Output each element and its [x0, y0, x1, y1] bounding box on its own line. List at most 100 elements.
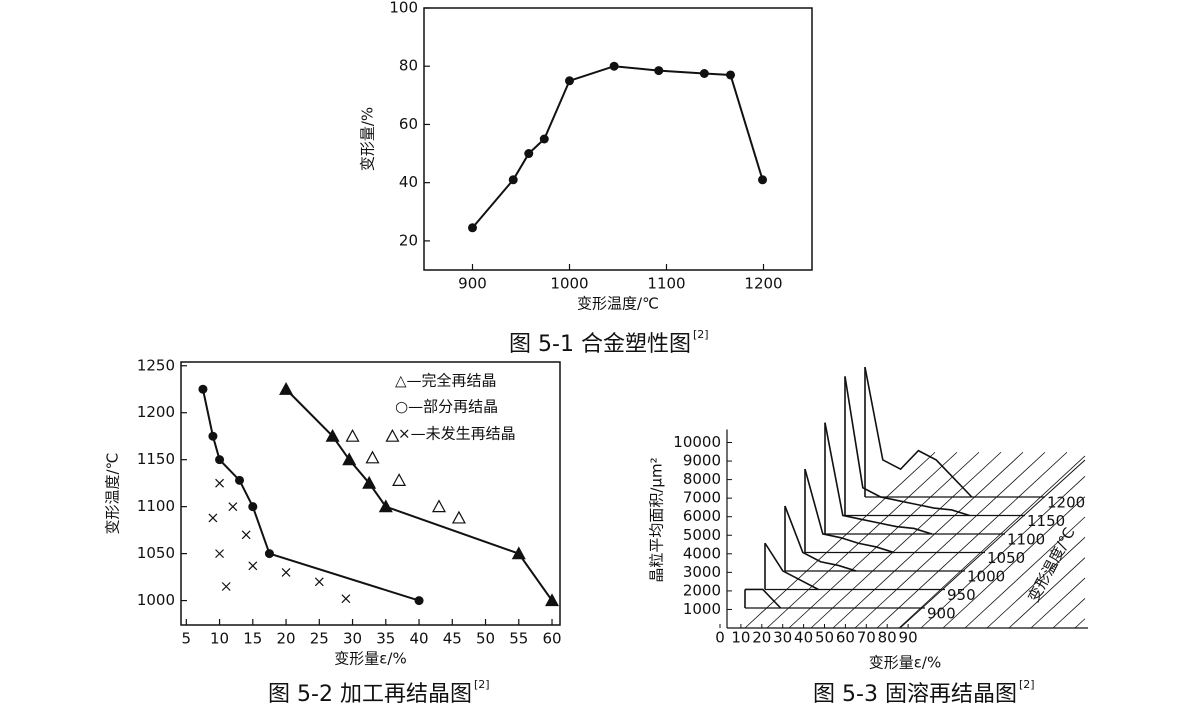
- series-label: 1200: [1047, 494, 1085, 512]
- legend-entry: ○—部分再结晶: [395, 398, 498, 416]
- y-axis-label: 变形温度/℃: [104, 453, 122, 535]
- series-label: 900: [927, 605, 956, 623]
- point: [385, 428, 400, 442]
- data-line: [201, 389, 420, 602]
- profile: [784, 505, 857, 572]
- y-tick-label: 3000: [683, 563, 721, 581]
- y-tick-label: 1250: [137, 356, 175, 374]
- floor-hatch: [766, 451, 958, 629]
- floor-hatch: [876, 451, 1068, 629]
- point: [208, 513, 218, 523]
- x-tick-label: 1000: [550, 275, 588, 293]
- floor-hatch: [920, 476, 1086, 629]
- x-tick-label: 30: [773, 629, 792, 647]
- data-line: [471, 65, 764, 229]
- floor-hatch: [810, 451, 1002, 629]
- x-tick-label: 5: [182, 630, 192, 648]
- point: [451, 510, 466, 524]
- point: [279, 381, 294, 395]
- floor-hatch: [964, 516, 1086, 629]
- x-tick-label: 20: [277, 630, 296, 648]
- y-tick-label: 1100: [137, 497, 175, 515]
- x-axis-label: 变形温度/℃: [577, 295, 659, 313]
- profile: [844, 376, 970, 517]
- series-label: 1100: [1007, 531, 1045, 549]
- point: [248, 561, 258, 571]
- point: [468, 223, 477, 233]
- floor-hatch: [1052, 598, 1086, 629]
- point: [609, 61, 619, 71]
- point: [241, 530, 251, 540]
- point: [431, 499, 446, 513]
- floor-hatch: [854, 451, 1046, 629]
- floor-hatch: [1074, 618, 1086, 629]
- floor-hatch: [832, 451, 1024, 629]
- point: [511, 546, 526, 560]
- x-tick-label: 50: [476, 630, 495, 648]
- x-tick-label: 15: [243, 630, 262, 648]
- y-tick-label: 60: [399, 115, 418, 133]
- y-tick-label: 1000: [683, 600, 721, 618]
- point: [758, 175, 768, 185]
- x-tick-label: 25: [310, 630, 329, 648]
- point: [345, 428, 360, 442]
- caption-ref: [2]: [1019, 678, 1035, 691]
- point: [524, 149, 534, 159]
- x-tick-label: 60: [542, 630, 561, 648]
- legend-entry: △—完全再结晶: [395, 372, 497, 390]
- x-tick-label: 900: [458, 275, 487, 293]
- x-tick-label: 35: [376, 630, 395, 648]
- legend-entry: ×—未发生再结晶: [398, 425, 516, 443]
- caption-ref: [2]: [474, 678, 490, 691]
- point: [699, 69, 709, 78]
- point: [248, 502, 258, 512]
- point: [281, 567, 291, 577]
- profile: [804, 468, 895, 554]
- floor-hatch: [744, 451, 936, 629]
- y-tick-label: 9000: [683, 452, 721, 470]
- data-line: [285, 388, 553, 602]
- point: [726, 70, 736, 80]
- x-tick-label: 50: [815, 629, 834, 647]
- y-tick-label: 40: [399, 173, 418, 191]
- point: [365, 450, 380, 464]
- point: [314, 577, 324, 587]
- point: [215, 478, 224, 488]
- x-tick-label: 40: [409, 630, 428, 648]
- y-tick-label: 1150: [137, 450, 175, 468]
- point: [342, 452, 357, 466]
- x-tick-label: 1100: [647, 275, 685, 293]
- series-label: 950: [947, 586, 976, 604]
- x-tick-label: 10: [731, 629, 750, 647]
- y-tick-label: 4000: [683, 544, 721, 562]
- y-tick-label: 6000: [683, 507, 721, 525]
- x-tick-label: 40: [794, 629, 813, 647]
- point: [215, 455, 225, 465]
- point: [545, 593, 560, 607]
- point: [378, 499, 393, 513]
- point: [414, 596, 424, 606]
- series-label: 1150: [1027, 512, 1065, 530]
- caption: 图 5-2 加工再结晶图: [268, 682, 472, 707]
- plot-frame: [180, 361, 561, 626]
- profile: [745, 588, 782, 609]
- x-tick-label: 30: [343, 630, 362, 648]
- floor-hatch: [1008, 557, 1086, 629]
- point: [508, 175, 518, 185]
- profile: [864, 366, 973, 498]
- floor-hatch: [1030, 577, 1086, 629]
- y-tick-label: 100: [389, 0, 418, 17]
- x-tick-label: 45: [443, 630, 462, 648]
- caption: 图 5-3 固溶再结晶图: [813, 682, 1017, 707]
- point: [341, 594, 351, 604]
- point: [198, 384, 208, 394]
- series-label: 1050: [987, 549, 1025, 567]
- profile: [764, 542, 819, 591]
- caption: 图 5-1 合金塑性图: [509, 332, 691, 357]
- x-axis-label: 变形量ε/%: [869, 654, 941, 672]
- x-tick-label: 10: [210, 630, 229, 648]
- point: [221, 582, 231, 591]
- point: [215, 549, 224, 559]
- x-tick-label: 90: [899, 629, 918, 647]
